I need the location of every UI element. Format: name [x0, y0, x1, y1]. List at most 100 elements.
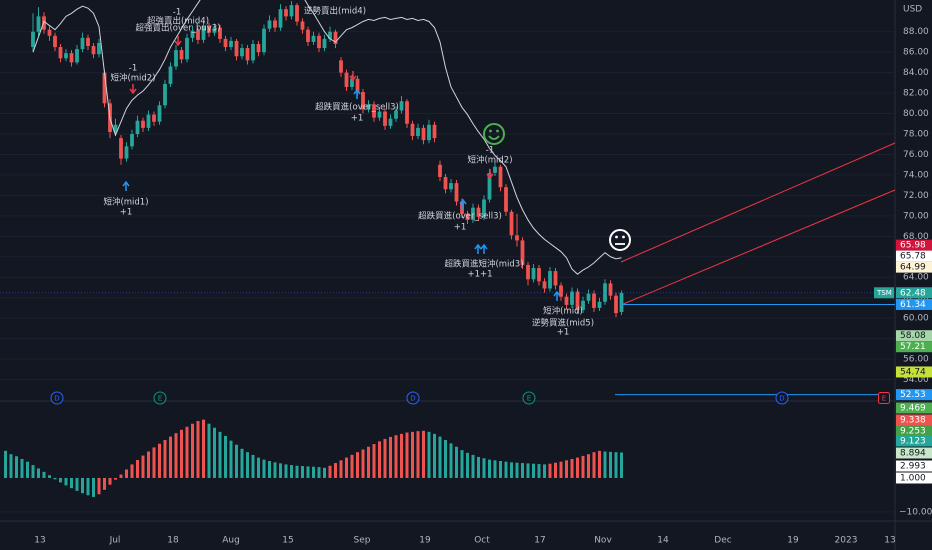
y-tick-label: 84.00	[903, 68, 929, 78]
histogram-bar	[499, 461, 502, 478]
price-tag-label: 65.98	[900, 241, 926, 251]
candle-body	[405, 101, 409, 124]
symbol-label: TSM	[876, 289, 892, 297]
histogram-bar	[372, 444, 376, 478]
osc-tag	[896, 402, 932, 414]
candle-body	[493, 166, 497, 173]
y-tick-label: 78.00	[903, 130, 929, 140]
x-tick-label: 2023	[835, 536, 858, 546]
candle-body	[504, 187, 508, 212]
candle-body	[86, 37, 90, 47]
y-tick-label: 54.00	[903, 375, 929, 385]
histogram-bar	[180, 429, 183, 478]
signal-annotation: 逆勢賣出(mid4)	[304, 6, 366, 17]
candle-body	[185, 37, 189, 60]
signal-annotation: 逆勢買進(mid5)	[532, 318, 594, 329]
candle-body	[207, 25, 211, 33]
histogram-bar	[444, 439, 447, 478]
histogram-bar	[262, 459, 266, 478]
histogram-bar	[136, 459, 139, 478]
x-tick-label: 17	[534, 536, 545, 546]
candle-body	[251, 43, 255, 61]
candle-body	[399, 101, 404, 111]
histogram-bar	[15, 456, 18, 478]
candle-body	[427, 124, 431, 141]
x-tick-label: Dec	[714, 536, 731, 546]
candle-body	[581, 300, 585, 310]
price-tag	[896, 341, 932, 353]
histogram-bar	[202, 419, 205, 478]
candle-body	[218, 27, 222, 39]
candle-body	[36, 16, 41, 32]
price-tag	[896, 287, 932, 299]
signal-annotation: +1+1	[467, 270, 492, 280]
candle-body	[449, 183, 453, 190]
histogram-bar	[587, 454, 590, 478]
candle-body	[234, 40, 239, 57]
histogram-bar	[609, 451, 612, 478]
histogram-bar	[532, 463, 535, 478]
y-tick-label: 86.00	[903, 48, 929, 58]
candle-body	[113, 124, 118, 132]
y-tick-label: 88.00	[903, 27, 929, 37]
histogram-bar	[235, 444, 238, 478]
candle-body	[141, 120, 145, 128]
histogram-bar	[152, 447, 156, 478]
candle-body	[278, 9, 283, 28]
histogram-bar	[400, 433, 403, 478]
osc-tag	[896, 472, 932, 484]
candle-body	[102, 72, 107, 104]
candle-body	[212, 27, 217, 33]
candle-body	[58, 47, 63, 59]
candle-body	[289, 5, 294, 17]
osc-tag-label: 9.123	[900, 437, 926, 447]
histogram-bar	[328, 465, 332, 478]
smiley-neutral	[609, 229, 631, 251]
signal-annotation: 超跌買進短沖(mid3)	[444, 259, 523, 270]
candle-body	[152, 114, 156, 122]
x-tick-label: Nov	[594, 536, 612, 546]
event-marker	[406, 391, 420, 405]
event-label: E	[158, 395, 162, 403]
y-tick-label: 82.00	[903, 89, 929, 99]
candle-body	[421, 127, 426, 141]
histogram-bar	[620, 452, 623, 478]
histogram-bar	[438, 436, 442, 478]
price-tag-label: 52.53	[900, 390, 926, 400]
histogram-bar	[268, 461, 271, 478]
signal-arrow	[553, 290, 561, 297]
candle-body	[586, 293, 591, 301]
trend-line	[620, 142, 896, 263]
histogram-bar	[405, 432, 409, 478]
candle-body	[163, 83, 167, 106]
event-marker	[50, 391, 64, 405]
signal-annotation: 超強賣出(mid4)	[147, 16, 209, 27]
histogram-bar	[119, 474, 123, 478]
candle-body	[339, 60, 343, 73]
candle-body	[190, 30, 195, 38]
candle-body	[179, 50, 184, 60]
price-tag-label: 58.08	[900, 331, 926, 341]
histogram-bar	[477, 456, 480, 478]
y-tick-label: 70.00	[903, 211, 929, 221]
histogram-bar	[26, 461, 29, 478]
histogram-bar	[460, 450, 464, 478]
histogram-bar	[295, 465, 299, 478]
x-tick-label: Aug	[222, 536, 240, 546]
histogram-bar	[257, 457, 260, 478]
candle-body	[53, 35, 57, 48]
histogram-bar	[224, 435, 227, 478]
candle-body	[608, 283, 613, 296]
signal-annotation: 短沖(mid2)	[110, 73, 155, 84]
histogram-bar	[515, 462, 519, 478]
histogram-bar	[70, 477, 73, 489]
price-tag	[896, 261, 932, 273]
candle-body	[31, 31, 35, 48]
histogram-bar	[598, 450, 601, 478]
signal-arrow	[349, 75, 357, 82]
histogram-bar	[543, 464, 546, 478]
histogram-bar	[367, 446, 370, 478]
candle-body	[509, 211, 514, 236]
histogram-bar	[471, 454, 475, 478]
candle-body	[273, 20, 277, 28]
